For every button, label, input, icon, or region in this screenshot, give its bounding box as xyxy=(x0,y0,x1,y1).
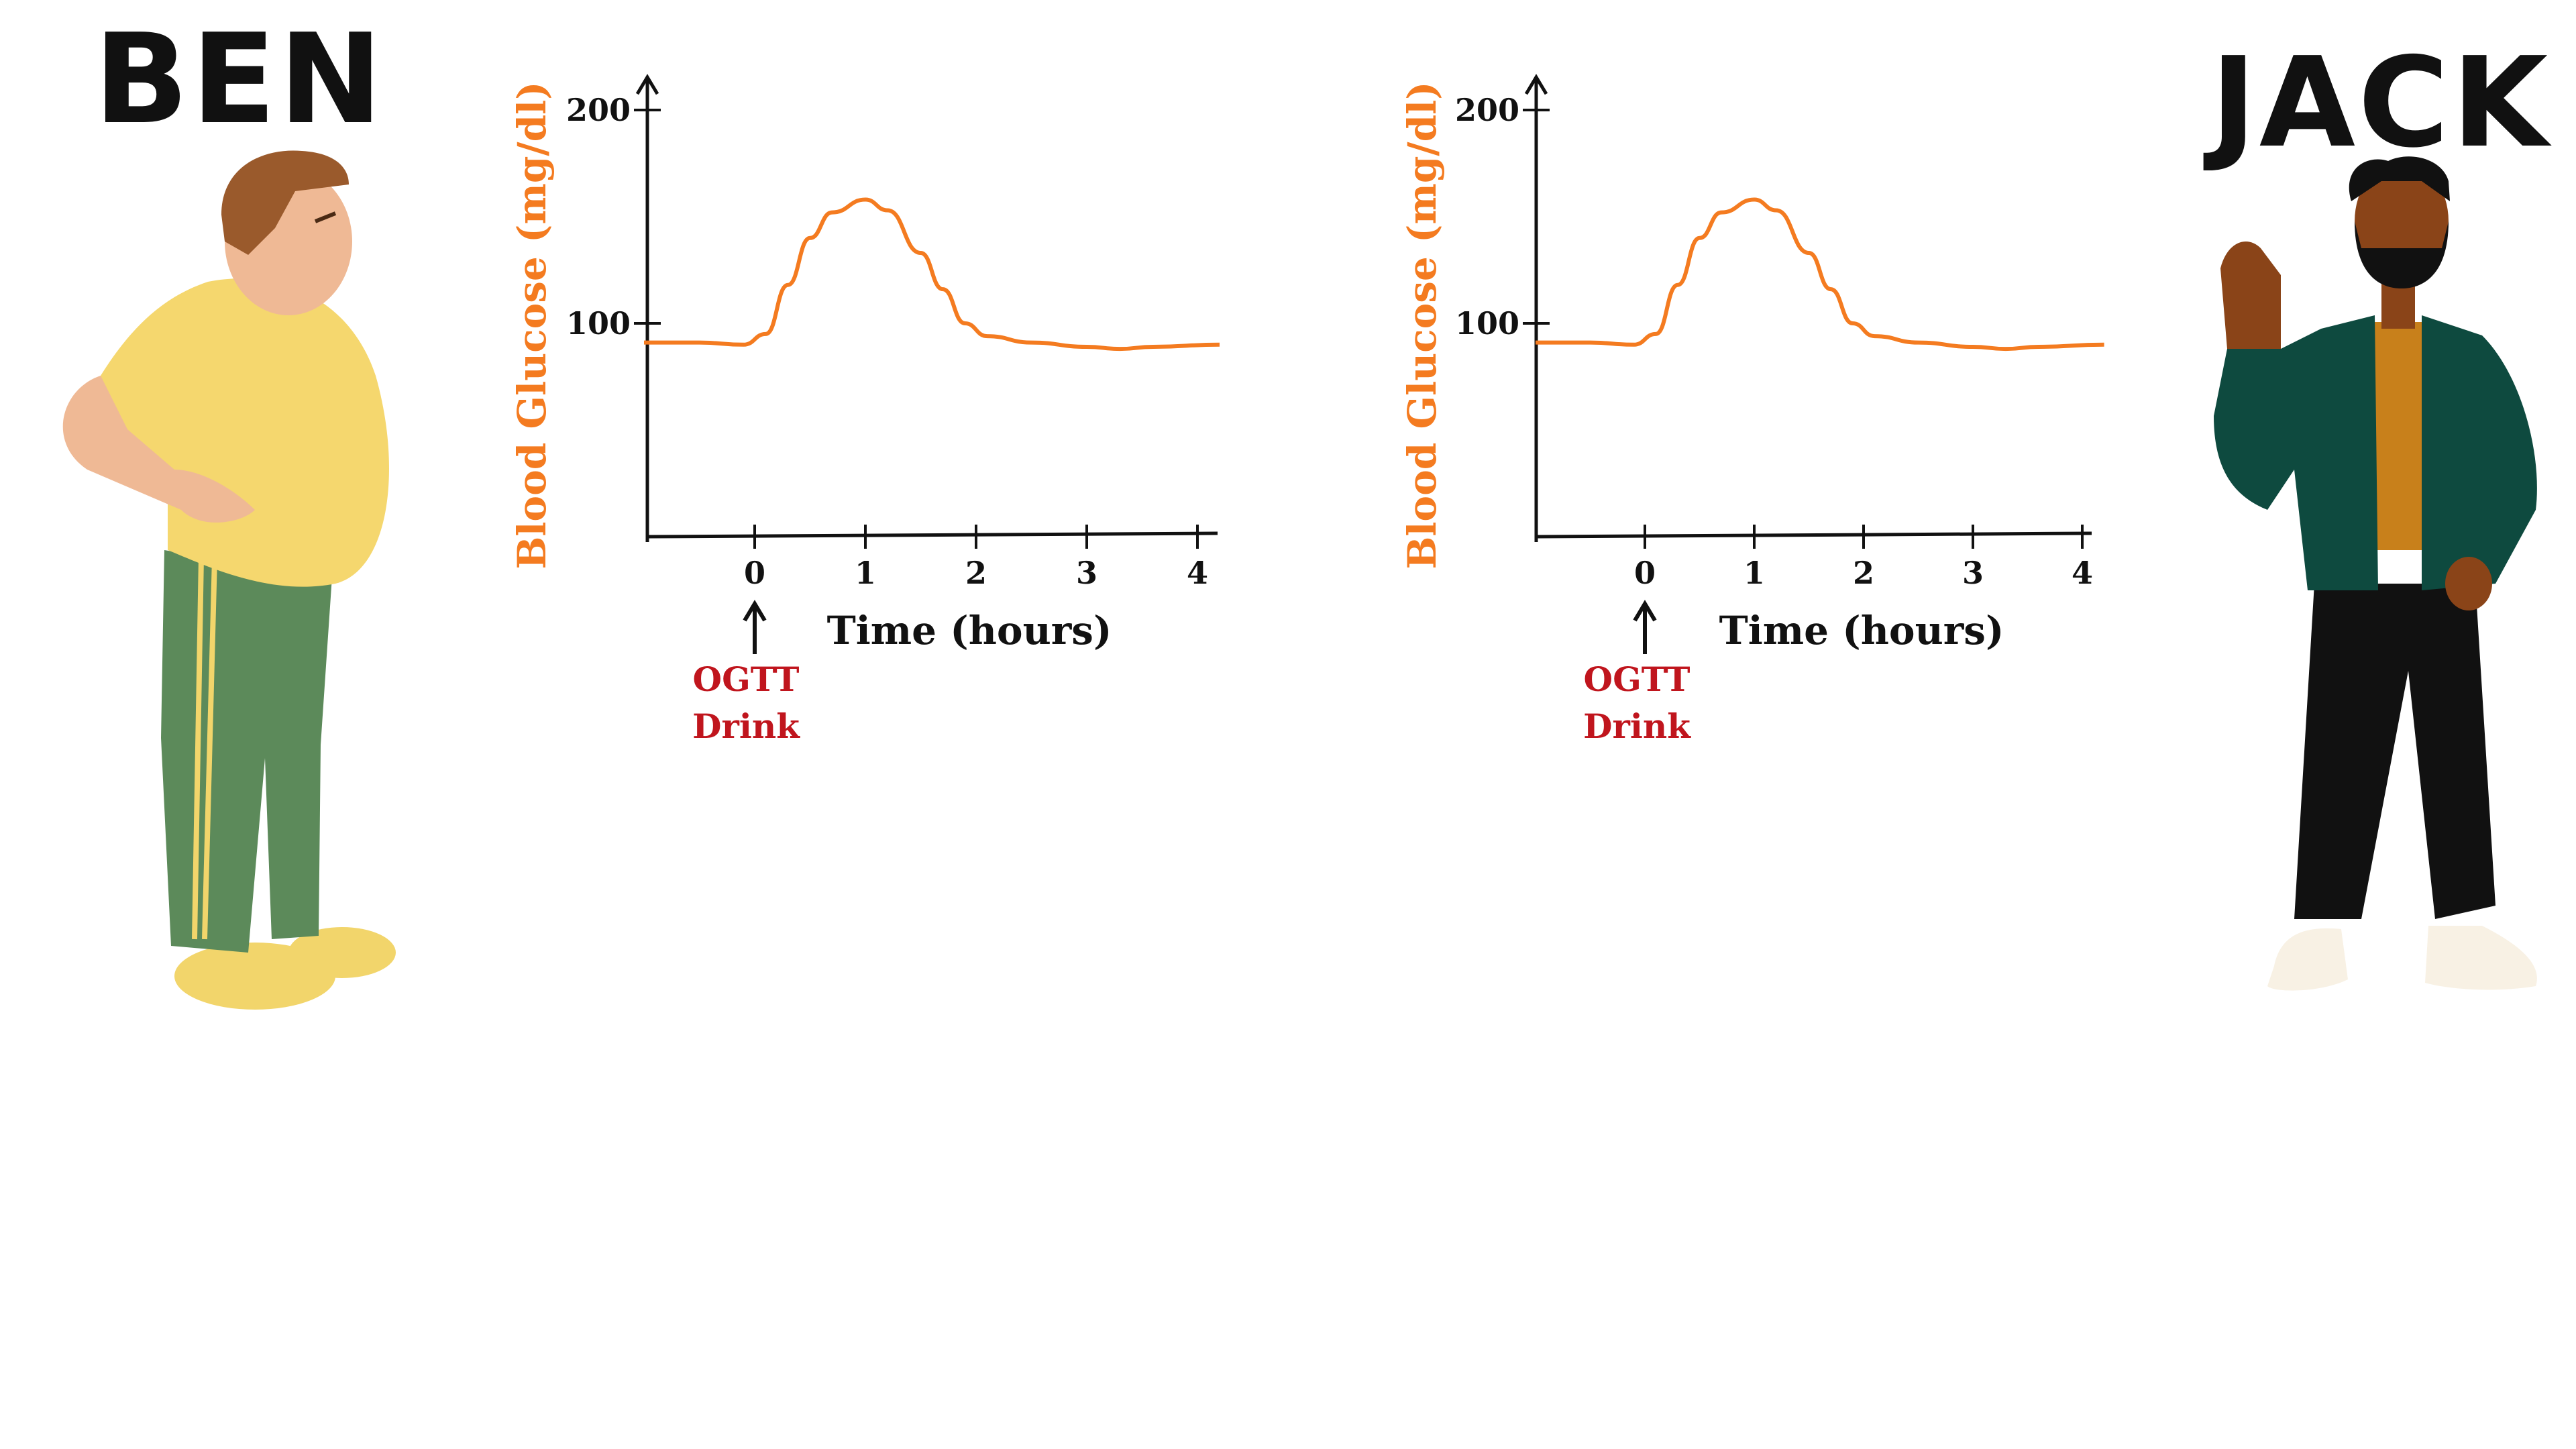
y-tick-label: 100 xyxy=(566,305,631,341)
ben-arm xyxy=(62,376,256,523)
jack-shirt xyxy=(2368,322,2428,550)
jack-hair xyxy=(2349,156,2450,201)
jack-raised-hand xyxy=(2220,241,2281,349)
y-axis-label: Blood Glucose (mg/dl) xyxy=(1399,81,1445,569)
ben-pants-stripe xyxy=(202,557,217,940)
ben-pants-stripe xyxy=(192,556,204,940)
annotation-ogtt: OGTT xyxy=(693,659,800,699)
x-tick-label: 0 xyxy=(1634,555,1656,591)
x-tick-label: 4 xyxy=(1187,555,1208,591)
jack-shoe-right xyxy=(2425,926,2537,990)
jack-jacket-right xyxy=(2422,315,2537,590)
x-axis xyxy=(1536,531,2092,539)
ben-name-label: BEN xyxy=(94,7,386,152)
jack-name-label: JACK xyxy=(2210,30,2551,175)
y-tick-label: 200 xyxy=(1455,92,1519,128)
x-tick-label: 1 xyxy=(855,555,876,591)
y-ticks: 100 200 xyxy=(1455,92,1550,341)
chart-left: 100 200 0 1 2 3 4 Blood Glucose (mg/dl) Time … xyxy=(509,74,1220,746)
y-tick-label: 100 xyxy=(1455,305,1519,341)
x-tick-label: 3 xyxy=(1076,555,1097,591)
x-tick-label: 0 xyxy=(744,555,765,591)
y-axis-label: Blood Glucose (mg/dl) xyxy=(509,81,555,569)
y-axis xyxy=(635,74,659,542)
annotation-drink: Drink xyxy=(1583,706,1691,746)
ben-eyebrow xyxy=(314,211,337,223)
series-line-glucose xyxy=(644,197,1220,352)
ogtt-arrow xyxy=(1633,600,1657,654)
jack-beard xyxy=(2355,221,2449,288)
jack-pocket-hand xyxy=(2445,557,2492,610)
y-ticks: 100 200 xyxy=(566,92,661,341)
y-axis xyxy=(1524,74,1548,542)
annotation-drink: Drink xyxy=(692,706,800,746)
x-axis-label: Time (hours) xyxy=(827,608,1112,653)
jack-jacket-left xyxy=(2214,315,2378,590)
jack-shoe-left xyxy=(2267,928,2348,991)
annotation-ogtt: OGTT xyxy=(1584,659,1690,699)
jack-illustration xyxy=(2214,156,2537,991)
chart-right: 100 200 0 1 2 3 4 Blood Glucose (mg/dl) Time … xyxy=(1399,74,2104,746)
x-ticks: 0 1 2 3 4 xyxy=(744,525,1208,591)
x-tick-label: 3 xyxy=(1962,555,1984,591)
series-line-glucose xyxy=(1536,197,2104,352)
x-axis xyxy=(647,531,1218,539)
ben-shoe-front xyxy=(174,943,335,1010)
x-axis-label: Time (hours) xyxy=(1719,608,2004,653)
x-tick-label: 1 xyxy=(1743,555,1765,591)
ogtt-arrow xyxy=(743,600,767,654)
ben-pants xyxy=(161,550,332,953)
x-ticks: 0 1 2 3 4 xyxy=(1634,525,2093,591)
y-tick-label: 200 xyxy=(566,92,631,128)
ben-illustration xyxy=(62,150,396,1010)
ben-shirt xyxy=(99,278,389,587)
x-tick-label: 2 xyxy=(965,555,987,591)
x-tick-label: 2 xyxy=(1853,555,1874,591)
ben-hair xyxy=(221,150,349,255)
x-tick-label: 4 xyxy=(2072,555,2093,591)
jack-trousers xyxy=(2294,584,2496,919)
